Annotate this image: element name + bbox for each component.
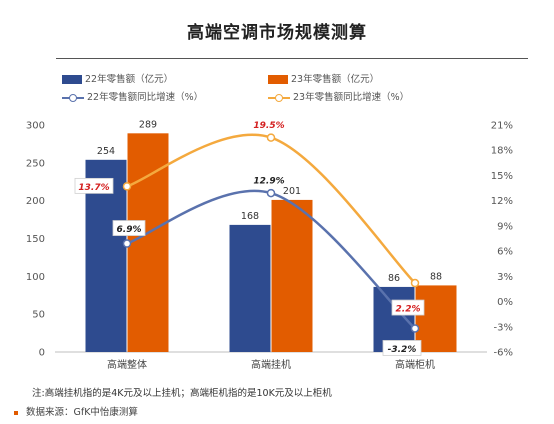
y-tick-label: 250 bbox=[26, 158, 45, 169]
bar-22-value-label: 254 bbox=[97, 146, 115, 157]
growth-23-label: 19.5% bbox=[253, 121, 284, 131]
y2-tick-label: 15% bbox=[491, 171, 513, 182]
bar-23-sales bbox=[127, 133, 169, 352]
y2-tick-label: 0% bbox=[497, 297, 513, 308]
growth-22-label-box bbox=[382, 340, 422, 356]
bar-23-sales bbox=[271, 199, 313, 352]
y-tick-label: 200 bbox=[26, 196, 45, 207]
legend-item-23-growth: 23年零售额同比增速（%） bbox=[268, 92, 409, 104]
y-tick-label: 150 bbox=[26, 234, 45, 245]
growth-22-label-box bbox=[112, 220, 146, 236]
point-22-growth bbox=[410, 324, 420, 333]
y2-tick-label: 9% bbox=[497, 221, 513, 232]
x-category-label: 高端整体 bbox=[107, 358, 147, 371]
legend-marker-23-growth bbox=[268, 93, 290, 103]
legend-marker-22-growth bbox=[62, 93, 84, 103]
footnote: 注:高端挂机指的是4K元及以上挂机；高端柜机指的是10K元及以上柜机 bbox=[32, 388, 332, 399]
bar-22-value-label: 168 bbox=[241, 211, 259, 222]
point-23-growth bbox=[410, 278, 420, 288]
title-divider bbox=[56, 58, 528, 59]
growth-23-label: 2.2% bbox=[396, 305, 421, 315]
legend-item-22-growth: 22年零售额同比增速（%） bbox=[62, 92, 203, 104]
growth-23-label-box bbox=[74, 177, 114, 194]
y2-tick-label: 6% bbox=[497, 247, 513, 258]
y-tick-label: 300 bbox=[26, 121, 45, 132]
data-source: 数据来源：GfK中怡康测算 bbox=[14, 404, 138, 418]
x-category-label: 高端柜机 bbox=[395, 358, 435, 371]
y2-tick-label: 12% bbox=[491, 196, 513, 207]
point-22-growth bbox=[266, 188, 276, 198]
line-23-growth bbox=[126, 133, 416, 284]
y2-tick-label: -3% bbox=[494, 322, 513, 333]
bar-22-sales bbox=[229, 224, 271, 352]
legend-label-22-growth: 22年零售额同比增速（%） bbox=[87, 92, 204, 103]
legend-label-23-sales: 23年零售额（亿元） bbox=[291, 74, 380, 85]
y-tick-label: 100 bbox=[26, 272, 45, 283]
legend-label-22-sales: 22年零售额（亿元） bbox=[85, 74, 174, 85]
y2-tick-label: -6% bbox=[494, 348, 513, 359]
point-22-growth bbox=[122, 239, 132, 248]
growth-22-label: 6.9% bbox=[117, 225, 142, 235]
line-22-growth bbox=[126, 189, 416, 330]
y-tick-label: 0 bbox=[39, 348, 45, 359]
x-category-label: 高端挂机 bbox=[251, 358, 291, 371]
bar-23-value-label: 201 bbox=[283, 186, 301, 197]
point-23-growth bbox=[122, 182, 132, 191]
source-bullet-icon bbox=[14, 410, 18, 415]
y2-tick-label: 18% bbox=[491, 146, 513, 157]
source-text: 数据来源：GfK中怡康测算 bbox=[26, 407, 138, 418]
bar-23-sales bbox=[415, 285, 457, 352]
legend-swatch-23-sales bbox=[268, 75, 288, 84]
growth-22-label: -3.2% bbox=[388, 345, 417, 355]
bar-23-value-label: 289 bbox=[139, 119, 157, 130]
legend-swatch-22-sales bbox=[62, 75, 82, 84]
y2-tick-label: 21% bbox=[491, 121, 513, 132]
point-23-growth bbox=[266, 133, 276, 142]
y-tick-label: 50 bbox=[32, 310, 45, 321]
growth-23-label: 13.7% bbox=[78, 183, 109, 193]
growth-22-label: 12.9% bbox=[253, 177, 284, 187]
growth-23-label-box bbox=[391, 299, 425, 316]
bar-22-value-label: 86 bbox=[388, 273, 400, 284]
y2-tick-label: 3% bbox=[497, 272, 513, 283]
bar-23-value-label: 88 bbox=[430, 271, 442, 282]
chart-title: 高端空调市场规模测算 bbox=[187, 23, 367, 43]
legend-label-23-growth: 23年零售额同比增速（%） bbox=[293, 92, 410, 103]
legend-item-22-sales: 22年零售额（亿元） bbox=[62, 74, 173, 86]
legend-item-23-sales: 23年零售额（亿元） bbox=[268, 74, 379, 86]
